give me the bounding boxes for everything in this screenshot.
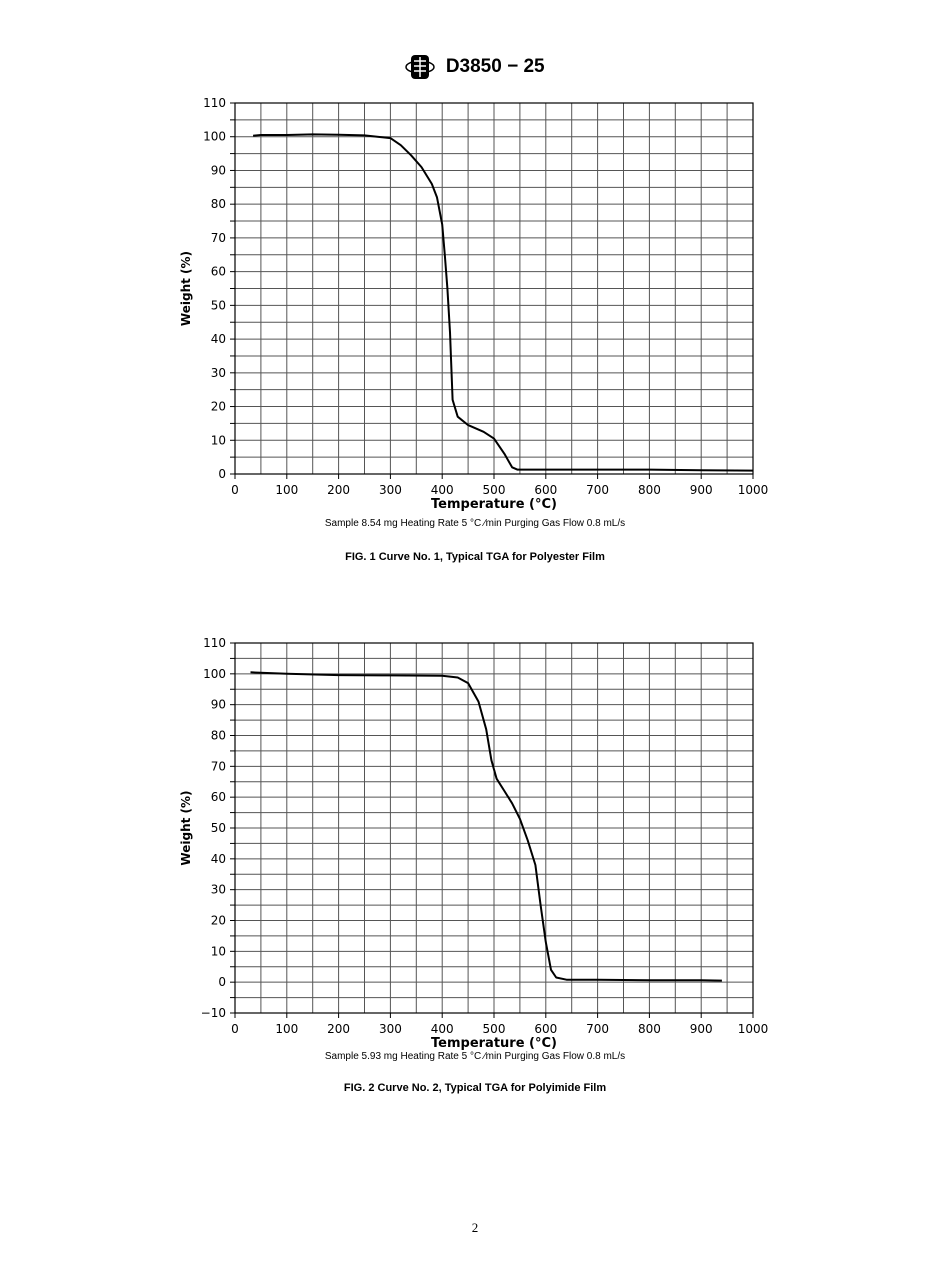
x-tick-label: 0 [231,483,239,497]
x-tick-label: 400 [431,1022,454,1036]
y-tick-label: 70 [211,231,226,245]
page-number: 2 [471,1220,479,1235]
y-tick-label: 50 [211,821,226,835]
tga-curve [253,133,754,472]
y-tick-label: −10 [201,1006,226,1020]
sample-note-1: Sample 8.54 mg Heating Rate 5 °C ⁄min Pu… [324,518,626,529]
x-tick-label: 700 [586,483,609,497]
y-tick-label: 10 [211,944,226,958]
y-tick-label: 0 [218,467,226,481]
y-tick-label: 90 [211,163,226,177]
x-tick-label: 600 [534,1022,557,1036]
x-tick-label: 800 [638,1022,661,1036]
y-tick-label: 50 [211,298,226,312]
tga-chart-polyimide: 0 100 200 300 400 500 600 700 800 900 1000 −10 0 10 20… [179,636,769,1050]
y-tick-label: 0 [218,975,226,989]
y-tick-label: 110 [203,96,226,110]
y-tick-label: 100 [203,667,226,681]
x-tick-label: 700 [586,1022,609,1036]
tga-chart-polyester: 0 100 200 300 400 500 600 700 800 900 1000 0 10 20 30 4… [179,96,769,512]
y-axis-label: Weight (%) [179,790,193,865]
y-tick-label: 80 [211,197,226,211]
x-tick-label: 500 [483,1022,506,1036]
y-tick-label: 40 [211,332,226,346]
x-tick-label: 200 [327,1022,350,1036]
y-tick-label: 20 [211,400,226,414]
y-tick-label: 60 [211,265,226,279]
x-tick-label: 100 [275,1022,298,1036]
y-tick-label: 30 [211,366,226,380]
figure-caption-2: FIG. 2 Curve No. 2, Typical TGA for Poly… [343,1082,607,1094]
y-tick-label: 90 [211,698,226,712]
x-tick-label: 600 [534,483,557,497]
y-axis-label: Weight (%) [179,251,193,326]
page-header: D3850 − 25 [0,52,950,82]
document-id: D3850 − 25 [445,56,545,77]
sample-note-2: Sample 5.93 mg Heating Rate 5 °C ⁄min Pu… [324,1051,626,1062]
y-tick-label: 40 [211,852,226,866]
x-tick-label: 200 [327,483,350,497]
y-tick-label: 70 [211,759,226,773]
y-tick-label: 30 [211,883,226,897]
x-tick-label: 1000 [738,483,769,497]
x-tick-label: 500 [483,483,506,497]
x-tick-label: 0 [231,1022,239,1036]
y-tick-label: 100 [203,130,226,144]
x-tick-label: 1000 [738,1022,769,1036]
x-tick-label: 400 [431,483,454,497]
x-tick-label: 300 [379,1022,402,1036]
x-tick-label: 800 [638,483,661,497]
x-tick-label: 100 [275,483,298,497]
x-tick-label: 900 [690,1022,713,1036]
x-axis-label: Temperature (°C) [431,1036,557,1050]
x-tick-label: 300 [379,483,402,497]
astm-logo [405,55,436,79]
y-tick-label: 10 [211,433,226,447]
tga-curve [250,671,722,982]
y-tick-label: 80 [211,729,226,743]
y-tick-label: 110 [203,636,226,650]
y-tick-label: 60 [211,790,226,804]
x-tick-label: 900 [690,483,713,497]
y-tick-label: 20 [211,914,226,928]
x-axis-label: Temperature (°C) [431,497,557,512]
figure-caption-1: FIG. 1 Curve No. 1, Typical TGA for Poly… [345,551,605,563]
